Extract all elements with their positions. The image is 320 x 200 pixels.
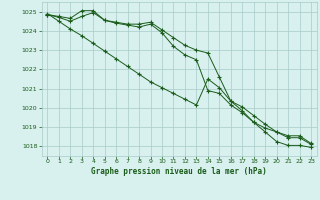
X-axis label: Graphe pression niveau de la mer (hPa): Graphe pression niveau de la mer (hPa) [91,167,267,176]
